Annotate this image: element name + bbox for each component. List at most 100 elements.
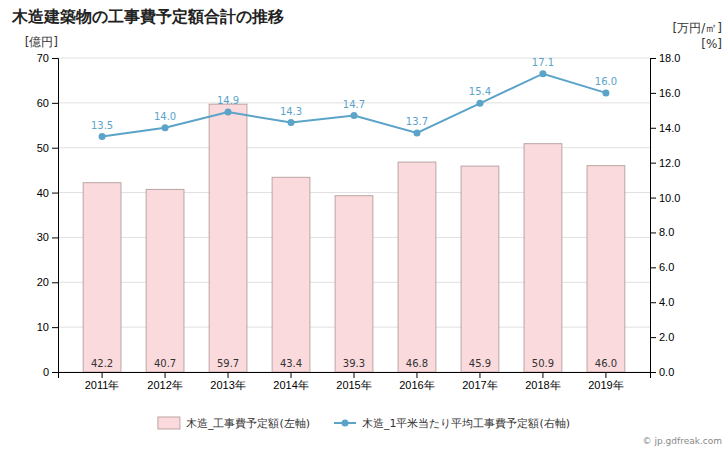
tick-mark bbox=[228, 372, 229, 378]
data-label: 14.3 bbox=[280, 106, 302, 117]
data-label: 40.7 bbox=[154, 358, 176, 369]
legend-label: 木造_工事費予定額(左軸) bbox=[186, 417, 310, 430]
tick-mark bbox=[291, 372, 292, 378]
tick-label: 6.0 bbox=[659, 261, 674, 273]
tick-mark bbox=[542, 372, 543, 378]
tick-mark bbox=[52, 193, 58, 194]
tick: 12.0 bbox=[650, 157, 680, 169]
axis-line bbox=[59, 373, 651, 379]
marker bbox=[413, 130, 420, 137]
tick-label: 60 bbox=[37, 97, 49, 109]
tick: 2014年 bbox=[273, 372, 308, 391]
line bbox=[102, 74, 606, 137]
title: 木造建築物の工事費予定額合計の推移 bbox=[11, 7, 284, 26]
data-label: 13.7 bbox=[406, 116, 428, 127]
tick-label: 70 bbox=[37, 52, 49, 64]
tick-label: 30 bbox=[37, 231, 49, 243]
tick: 8.0 bbox=[650, 226, 674, 238]
tick: 50 bbox=[37, 142, 58, 154]
tick: 6.0 bbox=[650, 261, 674, 273]
tick: 2012年 bbox=[147, 372, 182, 391]
marker bbox=[225, 109, 232, 116]
tick: 2016年 bbox=[399, 372, 434, 391]
tick-mark bbox=[650, 232, 656, 233]
tick-mark bbox=[52, 282, 58, 283]
data-label: 14.7 bbox=[343, 99, 365, 110]
tick-mark bbox=[102, 372, 103, 378]
tick-mark bbox=[605, 372, 606, 378]
data-label: 46.0 bbox=[595, 358, 617, 369]
tick-label: 2.0 bbox=[659, 331, 674, 343]
tick-mark bbox=[650, 58, 656, 59]
grid-line bbox=[58, 58, 650, 59]
tick-mark bbox=[52, 103, 58, 104]
data-label: 15.4 bbox=[469, 86, 491, 97]
line-series bbox=[99, 70, 610, 140]
tick-mark bbox=[52, 372, 58, 373]
tick-label: 50 bbox=[37, 142, 49, 154]
tick: 2019年 bbox=[588, 372, 623, 391]
tick: 30 bbox=[37, 231, 58, 243]
tick: 70 bbox=[37, 52, 58, 64]
bar bbox=[146, 189, 184, 372]
tick: 18.0 bbox=[650, 52, 680, 64]
tick-label: 16.0 bbox=[659, 87, 680, 99]
data-label: 59.7 bbox=[217, 358, 239, 369]
data-label: 39.3 bbox=[343, 358, 365, 369]
tick: 60 bbox=[37, 97, 58, 109]
tick-label: 0 bbox=[43, 366, 49, 378]
tick-label: 2015年 bbox=[336, 379, 371, 391]
tick-label: 2014年 bbox=[273, 379, 308, 391]
tick-label: 0.0 bbox=[659, 366, 674, 378]
legend-marker bbox=[342, 420, 349, 427]
tick: 0 bbox=[43, 366, 58, 378]
tick-label: 12.0 bbox=[659, 157, 680, 169]
bar bbox=[398, 162, 436, 372]
axis-line bbox=[52, 59, 59, 373]
data-label: 17.1 bbox=[532, 57, 554, 68]
marker bbox=[539, 70, 546, 77]
marker bbox=[476, 100, 483, 107]
y2-axis: 0.02.04.06.08.010.012.014.016.018.0 bbox=[650, 52, 680, 378]
bar bbox=[461, 166, 499, 372]
tick-mark bbox=[52, 237, 58, 238]
tick-label: 2013年 bbox=[210, 379, 245, 391]
tick: 10.0 bbox=[650, 192, 680, 204]
tick-mark bbox=[650, 302, 656, 303]
grid bbox=[58, 58, 650, 372]
tick: 14.0 bbox=[650, 122, 680, 134]
data-label: 45.9 bbox=[469, 358, 491, 369]
tick-mark bbox=[650, 372, 656, 373]
data-label: 42.2 bbox=[91, 358, 113, 369]
data-label: 14.9 bbox=[217, 95, 239, 106]
y-axis: 010203040506070 bbox=[37, 52, 59, 378]
bar bbox=[335, 196, 373, 372]
data-label: 16.0 bbox=[595, 76, 617, 87]
marker bbox=[602, 89, 609, 96]
tick-label: 18.0 bbox=[659, 52, 680, 64]
tick-label: 2016年 bbox=[399, 379, 434, 391]
tick-mark bbox=[650, 128, 656, 129]
legend-item: 木造_工事費予定額(左軸) bbox=[158, 417, 310, 430]
annotation: © jp.gdfreak.com bbox=[643, 436, 722, 446]
tick: 0.0 bbox=[650, 366, 674, 378]
data-labels: 42.240.759.743.439.346.845.950.946.013.5… bbox=[91, 57, 617, 369]
annotation: [%] bbox=[701, 37, 722, 51]
tick-label: 2012年 bbox=[147, 379, 182, 391]
bar bbox=[209, 104, 247, 372]
tick-label: 2011年 bbox=[85, 379, 120, 391]
data-label: 46.8 bbox=[406, 358, 428, 369]
data-label: 14.0 bbox=[154, 111, 176, 122]
plot: 42.240.759.743.439.346.845.950.946.013.5… bbox=[37, 52, 681, 391]
bar bbox=[587, 166, 625, 372]
marker bbox=[288, 119, 295, 126]
marks bbox=[83, 70, 625, 372]
y2-axis-label: [万円/㎡] bbox=[673, 21, 722, 35]
bar bbox=[524, 144, 562, 372]
legend-label: 木造_1平米当たり平均工事費予定額(右軸) bbox=[362, 417, 570, 430]
tick-label: 10.0 bbox=[659, 192, 680, 204]
tick: 2.0 bbox=[650, 331, 674, 343]
x-axis: 2011年2012年2013年2014年2015年2016年2017年2018年… bbox=[59, 372, 651, 391]
legend-item: 木造_1平米当たり平均工事費予定額(右軸) bbox=[334, 417, 570, 430]
tick-label: 10 bbox=[37, 321, 49, 333]
